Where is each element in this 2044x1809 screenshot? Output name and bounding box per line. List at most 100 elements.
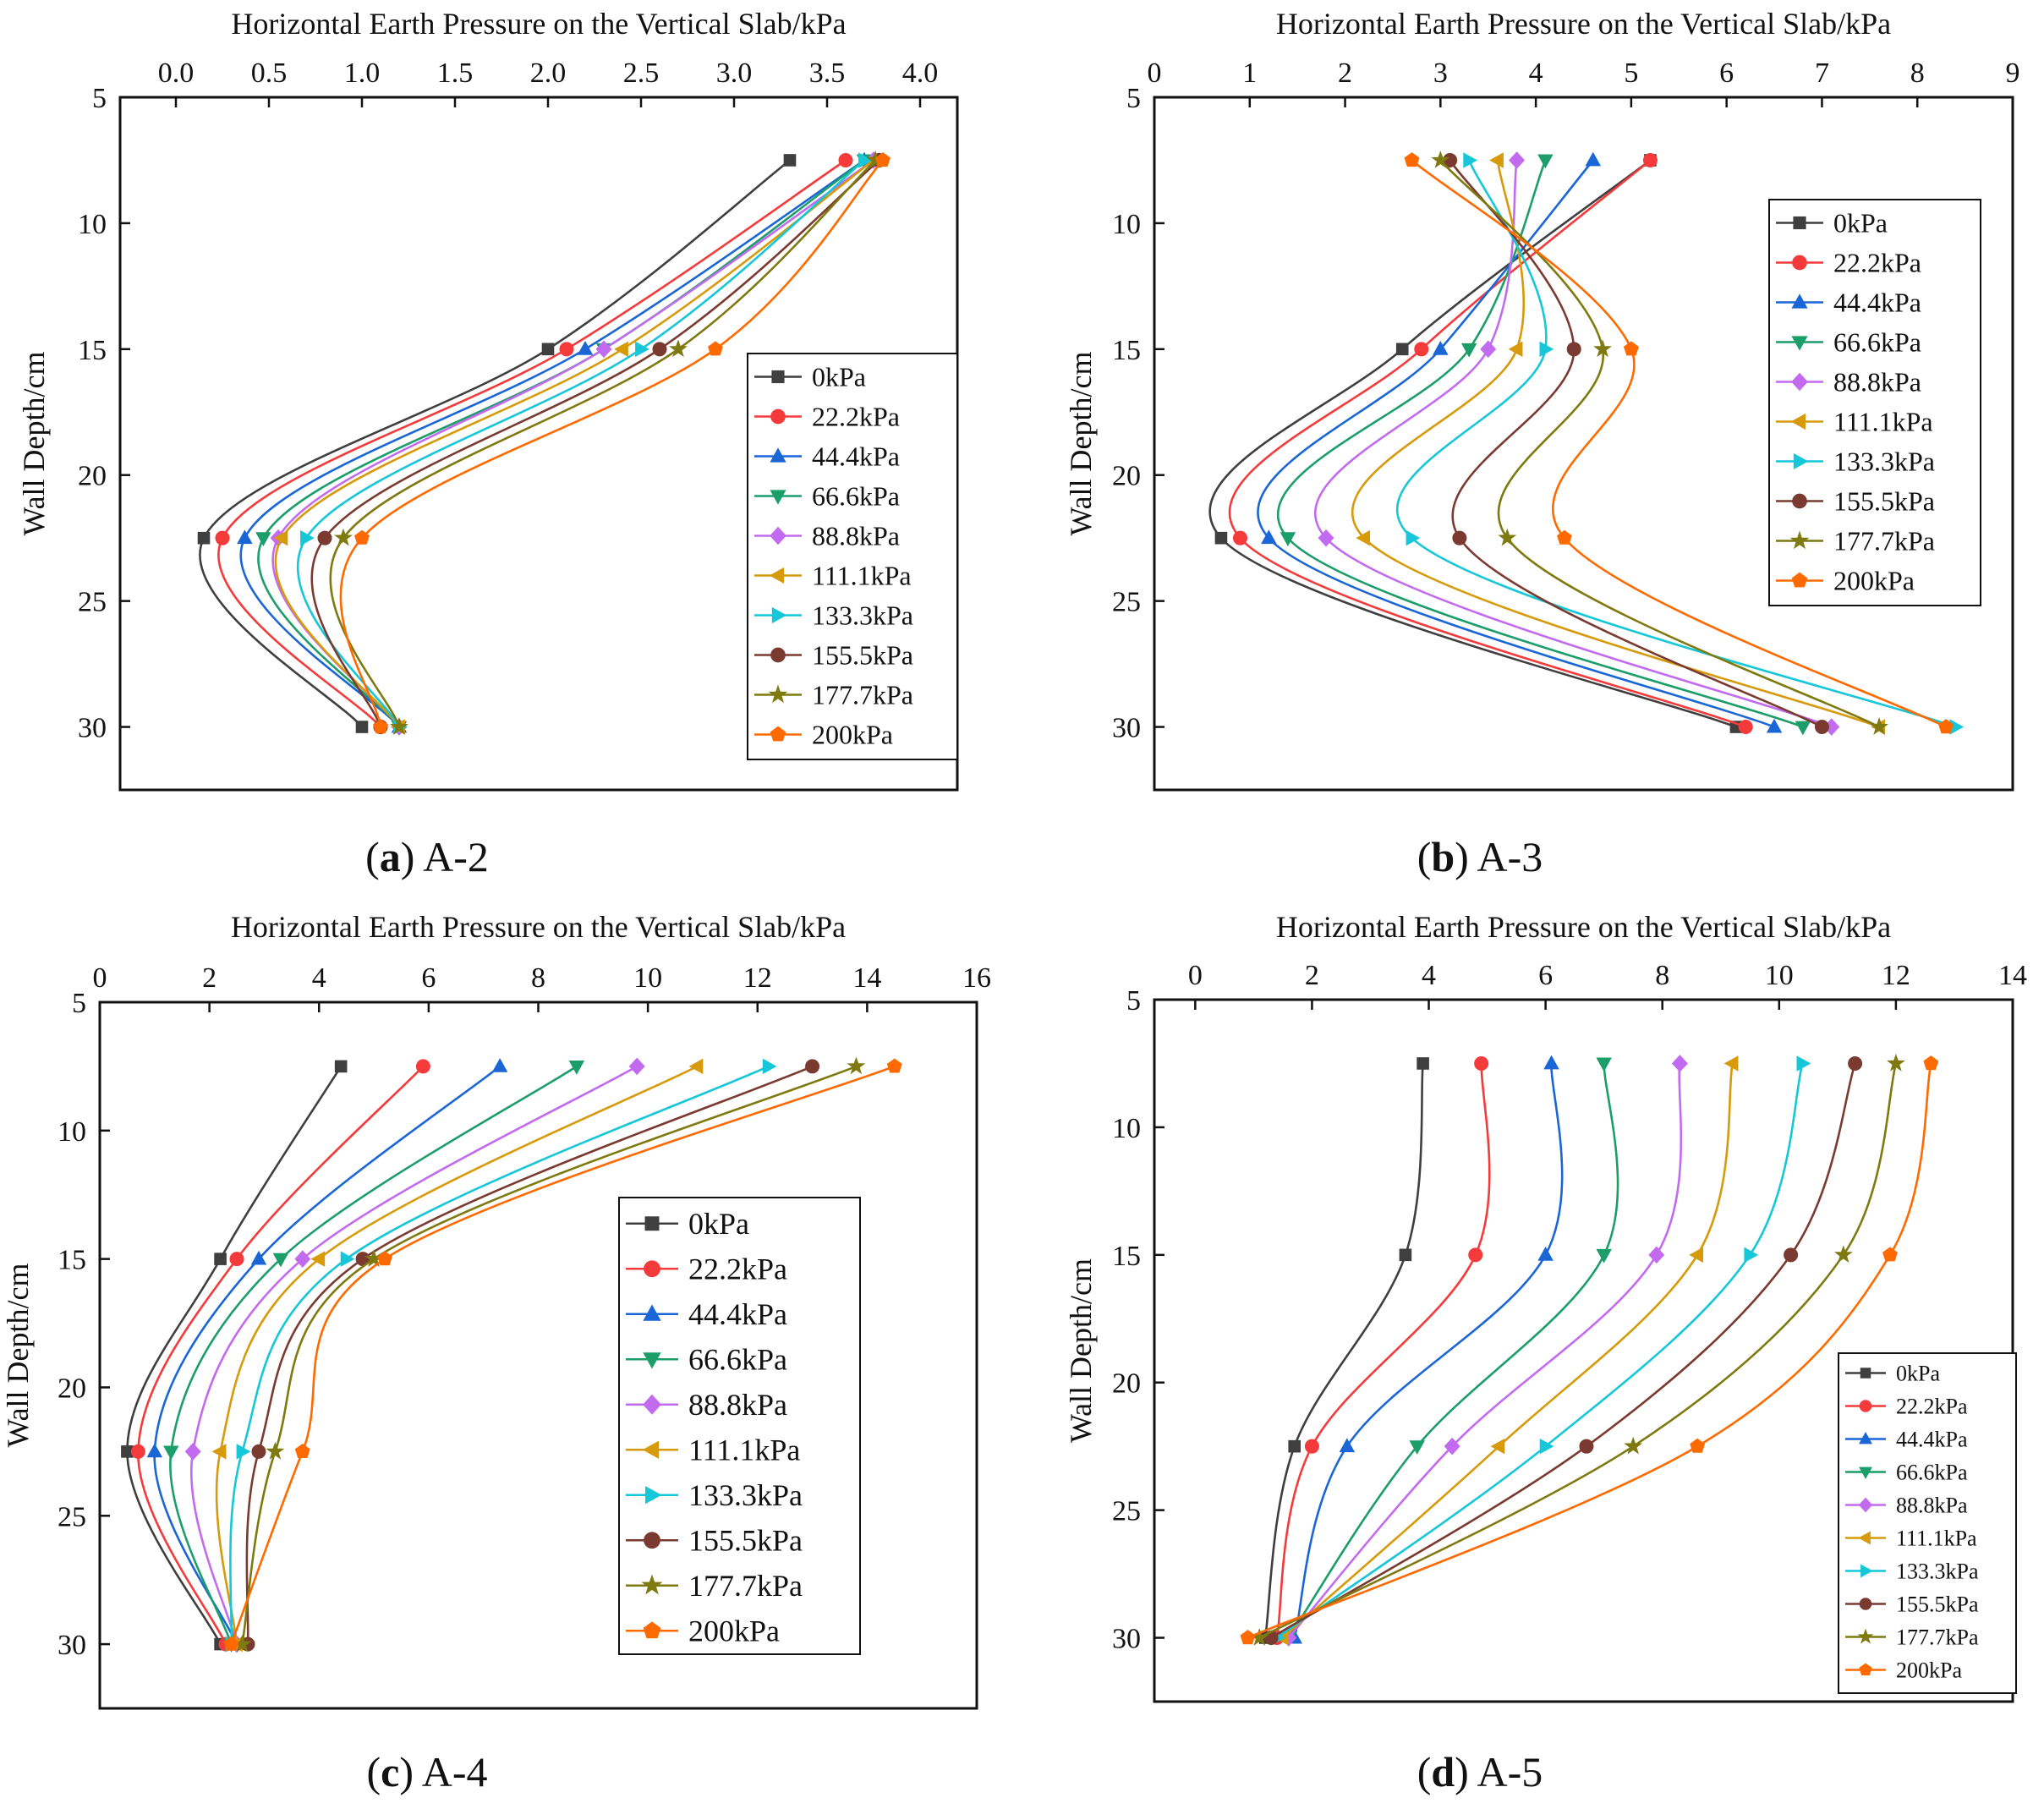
legend-marker <box>643 1352 661 1369</box>
x-tick-label: 5 <box>1624 58 1638 89</box>
data-point <box>1214 531 1228 545</box>
series-line <box>339 159 884 727</box>
legend-marker <box>1789 530 1810 550</box>
data-point <box>1543 1055 1559 1070</box>
series-line <box>230 1065 896 1645</box>
x-tick-label: 6 <box>1538 960 1553 991</box>
series-line <box>217 159 847 728</box>
y-tick-label: 5 <box>1126 83 1141 114</box>
series-line <box>1263 1063 1424 1638</box>
data-point <box>669 339 688 358</box>
data-point <box>886 1058 902 1073</box>
x-axis-title: Horizontal Earth Pressure on the Vertica… <box>231 910 846 944</box>
series-line <box>1270 1063 1856 1639</box>
y-axis-title: Wall Depth/cm <box>1064 1258 1098 1443</box>
x-axis-title: Horizontal Earth Pressure on the Vertica… <box>231 7 846 41</box>
data-point <box>1689 1247 1704 1264</box>
legend-label: 133.3kPa <box>1833 446 1935 476</box>
data-point <box>1738 720 1753 735</box>
data-point <box>272 1253 289 1268</box>
y-tick-label: 25 <box>1112 587 1141 618</box>
legend-marker <box>643 1304 661 1321</box>
data-point <box>1723 1055 1739 1072</box>
data-point <box>577 340 594 355</box>
legend-marker <box>768 684 788 704</box>
x-tick-label: 3 <box>1433 58 1448 89</box>
series-line <box>239 159 865 728</box>
series-line <box>137 1065 425 1645</box>
data-point <box>250 1250 267 1265</box>
data-point <box>1642 152 1658 167</box>
legend-marker <box>1859 1432 1872 1444</box>
data-point <box>1480 340 1497 359</box>
data-point <box>541 343 555 356</box>
plot-frame <box>1153 998 2014 1703</box>
y-tick-label: 30 <box>1112 713 1141 744</box>
data-point <box>1623 341 1639 356</box>
data-point <box>334 1060 348 1073</box>
data-point <box>1498 528 1517 546</box>
x-tick-label: 4 <box>1422 960 1436 991</box>
x-tick-label: 1.0 <box>344 58 381 89</box>
legend-marker <box>1859 1400 1872 1412</box>
legend-marker <box>1859 1598 1872 1610</box>
series-line <box>329 159 877 727</box>
data-point <box>229 1252 244 1267</box>
data-point <box>390 716 408 735</box>
data-point <box>875 152 890 167</box>
legend-label: 88.8kPa <box>812 520 900 551</box>
data-point <box>1233 530 1247 545</box>
legend-marker <box>644 1532 660 1549</box>
data-point <box>1240 1630 1256 1645</box>
y-tick-label: 15 <box>1112 335 1141 366</box>
data-point <box>294 1443 310 1458</box>
legend-marker <box>1858 1531 1871 1545</box>
legend-label: 88.8kPa <box>1833 366 1921 397</box>
x-tick-label: 4 <box>312 962 326 994</box>
data-point <box>1596 1057 1612 1072</box>
x-tick-label: 10 <box>1765 960 1794 991</box>
series-line <box>215 1065 699 1645</box>
series-line <box>1351 160 1880 728</box>
data-point <box>197 531 211 545</box>
legend-marker <box>1858 1497 1873 1513</box>
data-point <box>266 1441 285 1460</box>
data-point <box>294 1250 311 1268</box>
legend-label: 111.1kPa <box>688 1433 800 1466</box>
data-point <box>1417 1057 1429 1070</box>
data-point <box>652 342 667 357</box>
legend-marker <box>1859 1663 1872 1675</box>
legend-label: 22.2kPa <box>1896 1394 1968 1418</box>
y-axis-title: Wall Depth/cm <box>17 351 51 535</box>
legend-label: 0kPa <box>688 1207 749 1241</box>
legend-label: 44.4kPa <box>1896 1427 1968 1451</box>
legend-marker <box>1793 452 1809 470</box>
x-axis-title: Horizontal Earth Pressure on the Vertica… <box>1276 7 1891 41</box>
legend-label: 155.5kPa <box>812 639 913 670</box>
data-point <box>1796 1055 1811 1072</box>
legend-label: 200kPa <box>688 1614 780 1647</box>
data-point <box>373 719 388 734</box>
series-line <box>297 159 865 728</box>
data-point <box>310 1251 326 1267</box>
y-tick-label: 5 <box>1126 985 1141 1017</box>
data-point <box>1433 340 1449 355</box>
data-point <box>1452 530 1467 545</box>
data-point <box>1923 1055 1939 1071</box>
legend-label: 133.3kPa <box>812 600 913 630</box>
series-line <box>199 159 791 728</box>
data-point <box>1766 718 1783 733</box>
data-point <box>211 1444 227 1460</box>
data-point <box>1356 529 1371 546</box>
panel-d: 0 2 4 6 8 10 12 14 5 10 15 20 25 30 Horizontal Earth P… <box>1064 910 2027 1795</box>
data-point <box>1537 154 1554 169</box>
data-point <box>255 532 271 547</box>
data-point <box>614 341 628 358</box>
x-tick-label: 6 <box>421 962 436 994</box>
data-point <box>1648 1246 1665 1264</box>
data-point <box>1579 1439 1594 1454</box>
data-point <box>847 1056 866 1075</box>
data-point <box>163 1445 179 1461</box>
x-tick-label: 4 <box>1529 58 1543 89</box>
legend-label: 0kPa <box>1833 207 1888 238</box>
